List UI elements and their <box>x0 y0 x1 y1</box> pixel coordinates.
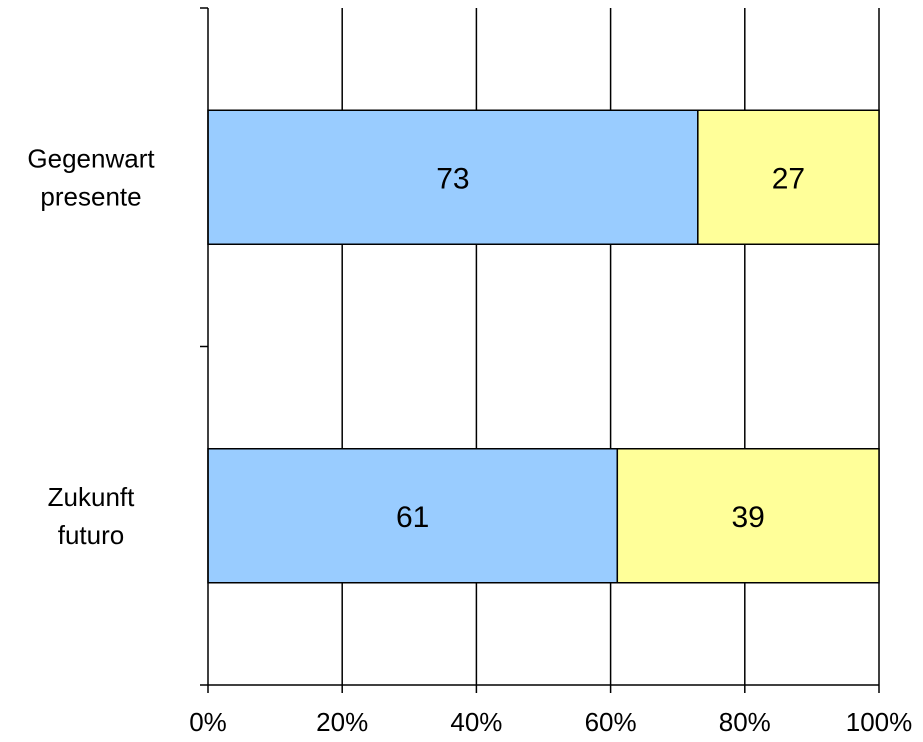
bar-segment <box>616 448 880 584</box>
bars <box>207 109 880 584</box>
data-label: 39 <box>731 501 764 534</box>
x-tick-label: 60% <box>585 707 637 737</box>
category-label: presente <box>40 181 141 211</box>
x-tick-label: 0% <box>189 707 227 737</box>
data-label: 61 <box>396 501 429 534</box>
category-label: Gegenwart <box>27 143 155 173</box>
labels: 0% 20% 40% 60% 80% 100% 73 27 Gegenwart presente 6… <box>27 143 912 737</box>
category-label: futuro <box>58 520 125 550</box>
bar-segment <box>207 448 619 584</box>
bar-segment <box>697 109 880 245</box>
x-tick-label: 80% <box>719 707 771 737</box>
data-label: 73 <box>436 162 469 195</box>
x-tick-label: 40% <box>450 707 502 737</box>
x-tick-label: 20% <box>316 707 368 737</box>
data-label: 27 <box>772 162 805 195</box>
x-tick-label: 100% <box>846 707 913 737</box>
bar-segment <box>207 109 699 245</box>
category-label: Zukunft <box>48 482 135 512</box>
axes <box>200 7 880 693</box>
